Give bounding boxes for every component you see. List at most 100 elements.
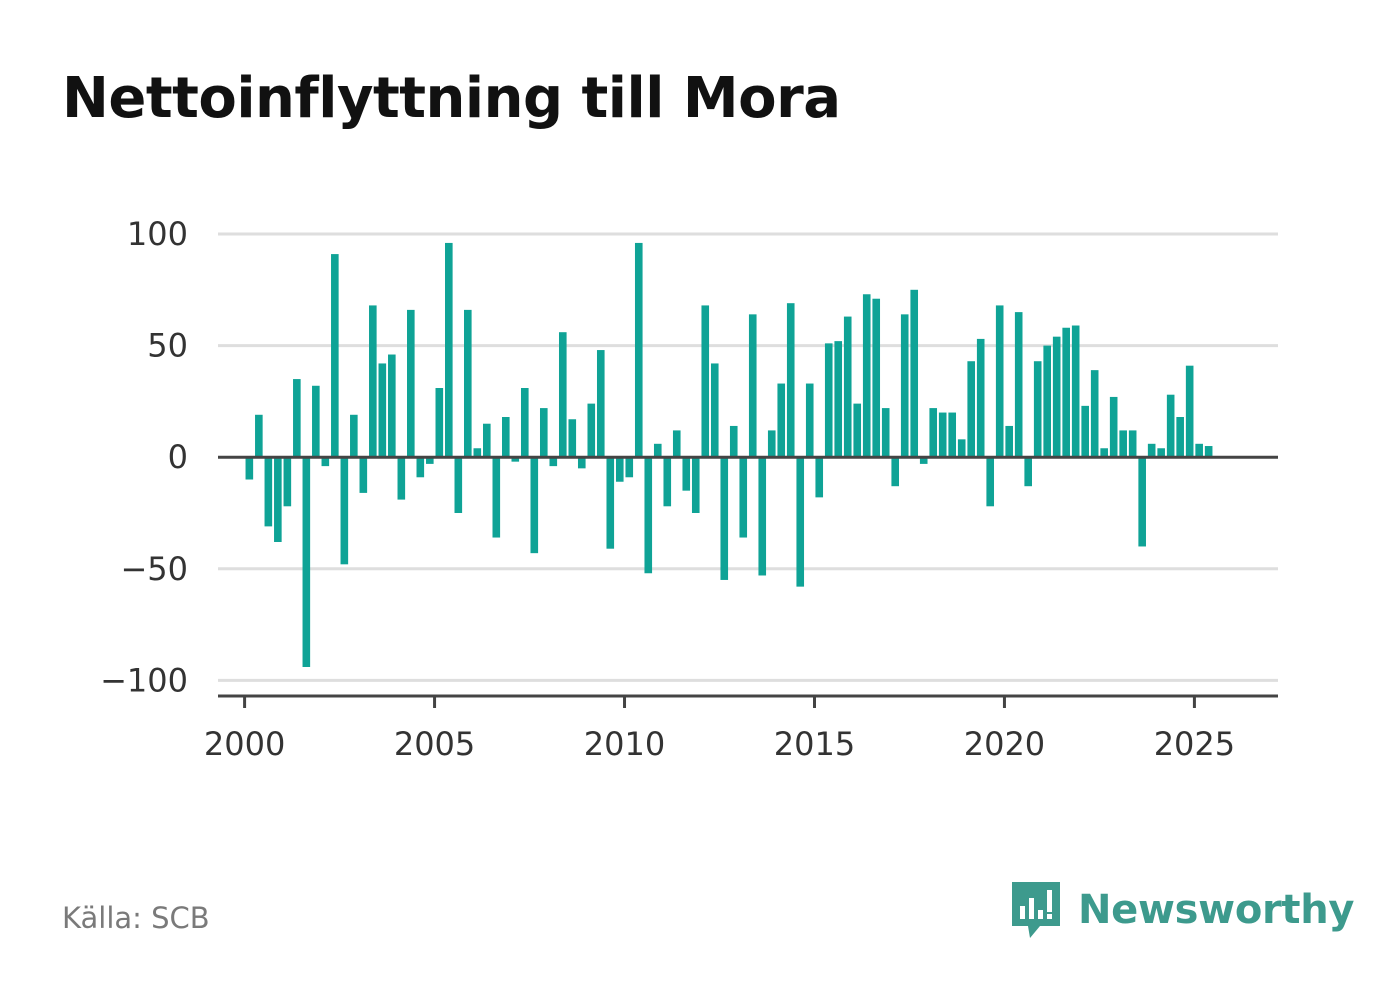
newsworthy-logo-icon — [1012, 882, 1060, 938]
bar — [691, 457, 700, 513]
y-tick-labels: 100 50 0 −50 −100 — [100, 215, 188, 699]
y-tick-label: 50 — [147, 327, 188, 365]
bar — [910, 289, 919, 458]
bar — [1195, 443, 1203, 458]
bar — [634, 242, 643, 458]
y-tick-label: −100 — [100, 661, 188, 699]
bar — [1138, 457, 1146, 547]
bar — [1204, 446, 1213, 458]
bar — [986, 457, 995, 507]
bar — [1100, 448, 1108, 458]
bar — [1062, 327, 1070, 458]
bar — [815, 457, 824, 498]
bar — [1014, 312, 1023, 458]
bar — [758, 457, 767, 576]
x-tick-labels: 2000 2005 2010 2015 2020 2025 — [204, 725, 1235, 763]
bar — [767, 430, 776, 458]
bar — [663, 457, 672, 507]
source-label: Källa: SCB — [62, 901, 210, 935]
bar — [274, 457, 282, 542]
bar — [520, 388, 529, 458]
bar — [245, 457, 254, 480]
bar — [416, 457, 425, 478]
bar — [596, 350, 605, 458]
y-tick-label: 0 — [168, 438, 188, 476]
bar — [558, 332, 567, 458]
bar — [843, 316, 852, 458]
bar — [1081, 405, 1089, 458]
bar — [568, 419, 577, 458]
bar — [615, 457, 624, 482]
bar — [283, 457, 292, 507]
bar — [805, 383, 814, 458]
x-tick-label: 2020 — [964, 725, 1045, 763]
bar — [891, 457, 900, 487]
axes — [218, 455, 1278, 708]
bar — [1176, 417, 1184, 458]
bar — [1119, 430, 1127, 458]
bar — [1157, 448, 1165, 458]
x-tick-label: 2015 — [774, 725, 855, 763]
newsworthy-logo: Newsworthy — [1010, 880, 1355, 940]
bar — [397, 457, 406, 500]
bar — [435, 388, 444, 458]
bar — [445, 242, 453, 458]
bar — [502, 417, 510, 458]
bar — [777, 383, 786, 458]
bar — [492, 457, 501, 538]
bar — [929, 408, 938, 458]
bar — [378, 363, 387, 458]
bar — [293, 379, 301, 458]
bar — [388, 354, 396, 458]
bar — [748, 314, 757, 458]
bar — [511, 457, 520, 462]
bar — [824, 343, 833, 458]
bar — [1147, 443, 1156, 458]
bar — [672, 430, 681, 458]
bar — [900, 314, 909, 458]
bar — [530, 457, 539, 554]
bar — [549, 457, 558, 467]
bar — [606, 457, 615, 549]
bar — [369, 305, 377, 458]
bar — [321, 457, 330, 467]
bar — [350, 414, 358, 458]
bar — [1024, 457, 1032, 487]
bar — [938, 412, 947, 458]
bar — [881, 408, 890, 458]
bar — [454, 457, 463, 513]
y-tick-label: −50 — [120, 550, 188, 588]
bar — [483, 423, 491, 458]
bar — [407, 309, 415, 458]
bar — [1109, 396, 1118, 458]
chart-title: Nettoinflyttning till Mora — [62, 66, 841, 131]
bar — [1090, 370, 1099, 458]
bar — [786, 303, 795, 458]
bar — [577, 457, 586, 469]
bar — [1071, 325, 1080, 458]
brand-name: Newsworthy — [1078, 887, 1355, 933]
bar — [1005, 425, 1013, 458]
bar — [625, 457, 634, 478]
bar — [796, 457, 805, 587]
bar — [729, 425, 738, 458]
bar — [710, 363, 719, 458]
bar — [264, 457, 273, 527]
bars — [245, 242, 1213, 667]
bar — [976, 338, 985, 458]
gridlines — [218, 232, 1278, 682]
bar — [1185, 365, 1194, 458]
bar — [1052, 336, 1061, 458]
bar — [464, 309, 472, 458]
bar — [539, 408, 548, 458]
bar — [1166, 394, 1175, 458]
bar — [739, 457, 748, 538]
bar — [644, 457, 653, 574]
y-tick-label: 100 — [127, 215, 188, 253]
bar — [426, 457, 434, 464]
x-tick-label: 2010 — [584, 725, 665, 763]
bar — [862, 294, 871, 458]
bar — [312, 385, 320, 458]
bar — [853, 403, 862, 458]
